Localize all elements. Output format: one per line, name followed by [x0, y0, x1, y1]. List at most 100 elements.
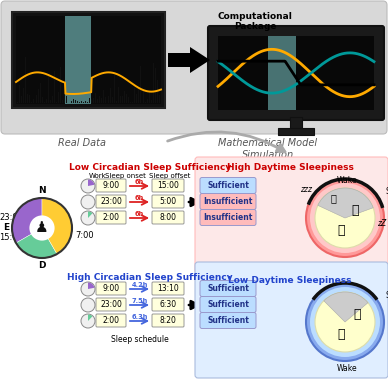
- Bar: [42, 97, 43, 103]
- Text: 6:30: 6:30: [159, 300, 177, 309]
- Bar: [31, 102, 33, 103]
- Bar: [65, 16, 92, 104]
- Text: Wake: Wake: [337, 364, 357, 373]
- FancyBboxPatch shape: [96, 314, 126, 327]
- Text: Computational
Package: Computational Package: [218, 12, 293, 31]
- Bar: [12, 12, 165, 108]
- Text: 5:00: 5:00: [159, 197, 177, 206]
- Bar: [107, 95, 109, 103]
- FancyBboxPatch shape: [1, 1, 387, 134]
- Text: 🚶: 🚶: [337, 327, 345, 341]
- FancyBboxPatch shape: [152, 314, 184, 327]
- Text: Sufficient: Sufficient: [207, 284, 249, 293]
- Bar: [48, 74, 49, 103]
- Bar: [66, 96, 68, 103]
- FancyBboxPatch shape: [200, 194, 256, 210]
- Bar: [278, 128, 314, 135]
- Wedge shape: [16, 228, 57, 258]
- Bar: [118, 87, 119, 103]
- FancyBboxPatch shape: [96, 179, 126, 192]
- Bar: [147, 99, 148, 103]
- Bar: [19, 85, 20, 103]
- FancyBboxPatch shape: [96, 211, 126, 224]
- Text: 6h: 6h: [135, 211, 144, 217]
- Text: Mathematical Model
Simulation: Mathematical Model Simulation: [218, 138, 317, 159]
- Bar: [68, 102, 69, 103]
- Text: High Circadian Sleep Sufficiency: High Circadian Sleep Sufficiency: [67, 273, 233, 282]
- Wedge shape: [88, 282, 94, 289]
- Bar: [91, 99, 92, 103]
- Bar: [29, 95, 30, 103]
- Bar: [268, 36, 296, 110]
- Text: Sufficient: Sufficient: [207, 316, 249, 325]
- Text: 15:00: 15:00: [0, 234, 23, 242]
- Circle shape: [306, 179, 384, 257]
- Bar: [114, 74, 115, 103]
- Text: D: D: [38, 261, 46, 270]
- Bar: [145, 102, 146, 103]
- Bar: [99, 96, 100, 103]
- FancyBboxPatch shape: [152, 195, 184, 208]
- Text: 2:00: 2:00: [102, 316, 120, 325]
- Circle shape: [81, 195, 95, 209]
- Bar: [77, 101, 78, 103]
- Text: zzz: zzz: [300, 185, 312, 194]
- Text: 🛏: 🛏: [353, 308, 361, 320]
- Bar: [130, 102, 131, 103]
- Wedge shape: [12, 198, 42, 243]
- FancyBboxPatch shape: [200, 281, 256, 296]
- Bar: [149, 92, 150, 103]
- FancyBboxPatch shape: [200, 210, 256, 225]
- Bar: [27, 94, 28, 103]
- Text: 8:20: 8:20: [159, 316, 177, 325]
- FancyBboxPatch shape: [195, 157, 388, 273]
- Text: 23:00: 23:00: [100, 197, 122, 206]
- Bar: [79, 102, 80, 103]
- Bar: [95, 93, 96, 103]
- Text: Sufficient: Sufficient: [207, 181, 249, 190]
- Text: 23:00: 23:00: [0, 213, 23, 222]
- Text: 2:00: 2:00: [102, 213, 120, 222]
- Bar: [17, 102, 18, 103]
- Circle shape: [315, 292, 375, 352]
- FancyBboxPatch shape: [96, 298, 126, 311]
- Bar: [112, 97, 113, 103]
- Wedge shape: [324, 292, 368, 322]
- Bar: [62, 100, 63, 103]
- Text: Sleep offset: Sleep offset: [149, 173, 191, 179]
- Bar: [120, 96, 121, 103]
- FancyBboxPatch shape: [152, 282, 184, 295]
- Text: 8:00: 8:00: [159, 213, 177, 222]
- Bar: [44, 102, 45, 103]
- FancyBboxPatch shape: [200, 296, 256, 312]
- FancyBboxPatch shape: [96, 282, 126, 295]
- Bar: [136, 94, 137, 103]
- Bar: [21, 96, 22, 103]
- Wedge shape: [318, 188, 373, 218]
- Text: High Daytime Sleepiness: High Daytime Sleepiness: [227, 163, 353, 172]
- Bar: [33, 99, 35, 103]
- Circle shape: [29, 215, 55, 241]
- Bar: [54, 71, 55, 103]
- Bar: [116, 100, 117, 103]
- Circle shape: [81, 314, 95, 328]
- Text: 🧍: 🧍: [330, 193, 336, 203]
- Polygon shape: [190, 47, 210, 73]
- Bar: [159, 95, 160, 103]
- Text: Sleep: Sleep: [386, 291, 388, 300]
- Bar: [168, 53, 190, 67]
- Text: 🚶: 🚶: [337, 223, 345, 237]
- Bar: [126, 94, 127, 103]
- Text: Low Circadian Sleep Sufficiency: Low Circadian Sleep Sufficiency: [69, 163, 231, 172]
- Bar: [74, 100, 76, 103]
- Circle shape: [315, 188, 375, 248]
- Bar: [155, 68, 156, 103]
- Bar: [58, 92, 59, 103]
- Bar: [134, 88, 135, 103]
- Wedge shape: [42, 198, 72, 254]
- Text: Work: Work: [89, 173, 107, 179]
- FancyBboxPatch shape: [200, 177, 256, 194]
- FancyBboxPatch shape: [152, 298, 184, 311]
- FancyBboxPatch shape: [152, 179, 184, 192]
- Text: ♟: ♟: [35, 220, 49, 236]
